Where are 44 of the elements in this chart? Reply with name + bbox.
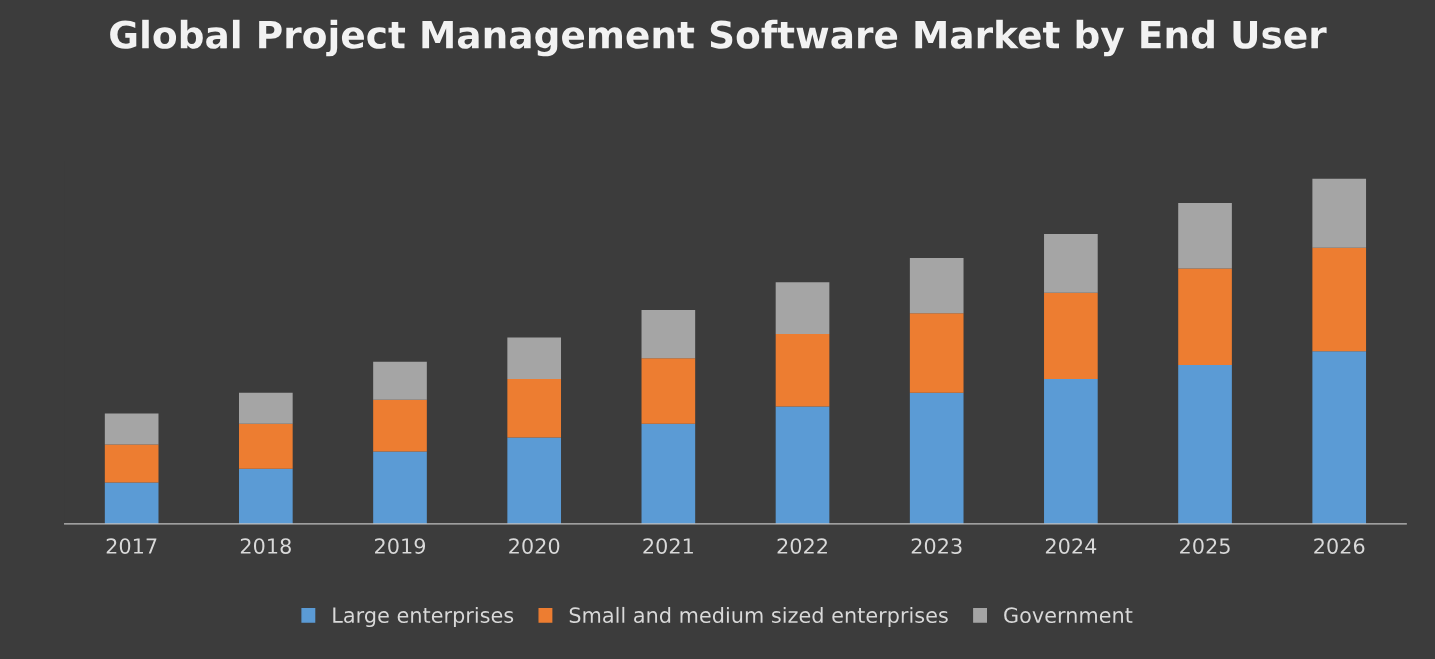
bar	[1312, 247, 1367, 352]
bar	[507, 437, 562, 524]
bar	[373, 451, 427, 524]
bar	[1044, 378, 1098, 524]
bar	[1178, 365, 1232, 524]
legend-label: Large enterprises	[333, 606, 514, 628]
bar	[909, 392, 964, 524]
x-tick-label: 2024	[1045, 538, 1097, 554]
bar	[1312, 351, 1367, 524]
x-tick-label: 2020	[509, 538, 560, 554]
x-tick-label: 2018	[240, 538, 291, 554]
chart-title: Global Project Management Software Market by End User	[110, 19, 1327, 57]
bar	[104, 413, 159, 445]
bar	[1044, 233, 1098, 293]
bar	[1178, 202, 1232, 269]
x-tick-label: 2019	[375, 538, 426, 554]
x-tick-label: 2021	[643, 538, 693, 554]
legend-label: Small and medium sized enterprises	[569, 606, 948, 628]
bar	[507, 337, 562, 379]
bar	[104, 444, 159, 483]
bar	[1044, 292, 1098, 379]
bar	[239, 423, 293, 469]
bar	[373, 361, 427, 400]
bar	[507, 378, 562, 438]
x-tick-label: 2023	[911, 538, 962, 554]
bar	[909, 313, 964, 393]
bar	[239, 392, 293, 424]
x-tick-label: 2017	[106, 538, 157, 554]
x-tick-label: 2026	[1314, 538, 1365, 554]
x-tick-label: 2022	[777, 538, 827, 554]
bar	[775, 406, 830, 524]
bar	[104, 482, 159, 524]
bar	[373, 399, 427, 452]
bar	[775, 334, 830, 407]
bar	[641, 358, 696, 424]
bar	[239, 468, 293, 524]
bar	[641, 309, 696, 359]
legend-label: Government	[1004, 607, 1133, 624]
bar	[641, 423, 696, 524]
bar	[1312, 178, 1367, 248]
bar	[775, 282, 830, 335]
bar	[909, 258, 964, 314]
bar	[1178, 268, 1232, 366]
x-tick-label: 2025	[1180, 538, 1230, 554]
